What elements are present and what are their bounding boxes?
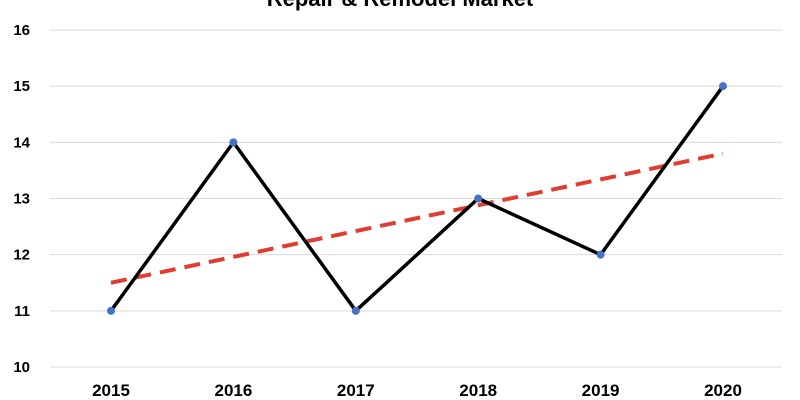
x-axis-ticks: 2015 2016 2017 2018 2019 2020 bbox=[92, 381, 742, 400]
y-tick-label: 12 bbox=[13, 247, 30, 264]
chart-title: Repair & Remodel Market bbox=[0, 0, 800, 12]
trendline-dashed bbox=[110, 151, 724, 285]
x-tick-label: 2018 bbox=[459, 381, 497, 400]
y-axis-ticks: 10 11 12 13 14 15 16 bbox=[13, 22, 30, 376]
y-tick-label: 16 bbox=[13, 22, 30, 39]
x-tick-label: 2019 bbox=[582, 381, 620, 400]
series-line bbox=[109, 85, 725, 314]
y-tick-label: 14 bbox=[13, 134, 30, 151]
x-tick-label: 2017 bbox=[337, 381, 375, 400]
series-polyline bbox=[109, 85, 725, 314]
y-tick-label: 11 bbox=[14, 303, 30, 320]
trendline bbox=[110, 151, 724, 285]
x-tick-label: 2015 bbox=[92, 381, 130, 400]
data-point bbox=[351, 306, 360, 315]
grid-lines bbox=[50, 29, 782, 368]
data-point bbox=[107, 306, 115, 315]
data-points bbox=[107, 82, 727, 315]
data-point bbox=[596, 250, 605, 259]
y-tick-label: 13 bbox=[13, 191, 30, 208]
x-tick-label: 2020 bbox=[704, 381, 742, 400]
data-point bbox=[229, 138, 238, 147]
y-tick-label: 15 bbox=[13, 78, 30, 95]
y-tick-label: 10 bbox=[13, 359, 30, 376]
x-tick-label: 2016 bbox=[214, 381, 252, 400]
data-point bbox=[474, 194, 483, 203]
data-point bbox=[719, 82, 727, 91]
